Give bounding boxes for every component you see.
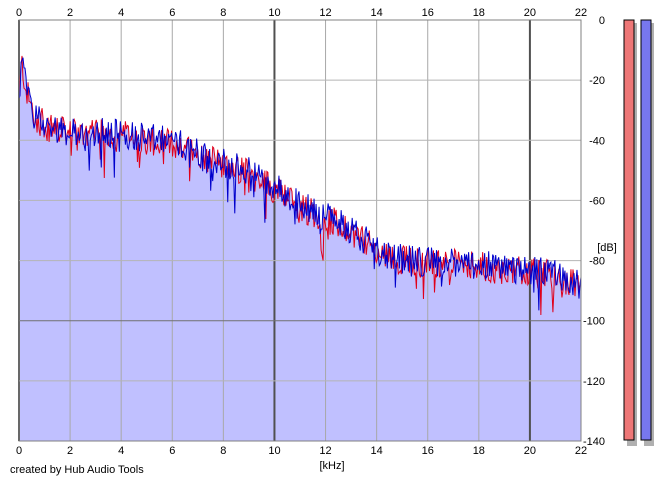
y-tick-label: 0 <box>599 15 605 27</box>
level-meters <box>623 19 654 446</box>
x-tick-label-bottom: 20 <box>524 445 536 457</box>
x-tick-label-top: 10 <box>268 7 280 19</box>
x-tick-label-bottom: 2 <box>67 445 73 457</box>
y-tick-label: -40 <box>589 135 605 147</box>
x-tick-labels-bottom: 0 2 4 6 8 10 12 14 16 18 20 22 <box>16 445 587 457</box>
x-tick-label-top: 12 <box>319 7 331 19</box>
level-meter-1 <box>623 19 635 441</box>
x-tick-label-top: 22 <box>575 7 587 19</box>
x-tick-label-top: 16 <box>422 7 434 19</box>
x-tick-label-bottom: 4 <box>118 445 124 457</box>
series-lines <box>18 55 582 316</box>
x-tick-label-top: 8 <box>220 7 226 19</box>
x-tick-label-bottom: 10 <box>268 445 280 457</box>
y-tick-label: -120 <box>583 376 605 388</box>
x-tick-label-top: 4 <box>118 7 124 19</box>
x-axis-label: [kHz] <box>319 460 344 472</box>
series-line-1 <box>18 55 582 316</box>
x-tick-label-bottom: 18 <box>473 445 485 457</box>
y-tick-label: -60 <box>589 195 605 207</box>
level-meter-2 <box>640 19 652 441</box>
x-tick-label-bottom: 12 <box>319 445 331 457</box>
y-tick-label: -100 <box>583 316 605 328</box>
x-tick-label-bottom: 14 <box>371 445 383 457</box>
x-tick-label-top: 18 <box>473 7 485 19</box>
x-tick-label-bottom: 0 <box>16 445 22 457</box>
y-tick-label: -80 <box>589 256 605 268</box>
x-tick-label-bottom: 22 <box>575 445 587 457</box>
x-tick-label-top: 14 <box>371 7 383 19</box>
x-tick-label-top: 0 <box>16 7 22 19</box>
x-tick-label-bottom: 6 <box>169 445 175 457</box>
credit-text: created by Hub Audio Tools <box>10 464 144 476</box>
y-axis-label: [dB] <box>597 242 617 254</box>
x-tick-label-bottom: 8 <box>220 445 226 457</box>
x-tick-labels-top: 0 2 4 6 8 10 12 14 16 18 20 22 <box>16 7 587 19</box>
x-tick-label-top: 6 <box>169 7 175 19</box>
y-tick-labels: 0 -20 -40 -60 -80 -100 -120 -140 <box>583 15 605 448</box>
x-tick-label-top: 20 <box>524 7 536 19</box>
series-line-2 <box>18 57 582 311</box>
plot-border <box>18 19 582 442</box>
y-tick-label: -20 <box>589 75 605 87</box>
x-tick-label-bottom: 16 <box>422 445 434 457</box>
y-tick-label: -140 <box>583 436 605 448</box>
x-tick-label-top: 2 <box>67 7 73 19</box>
